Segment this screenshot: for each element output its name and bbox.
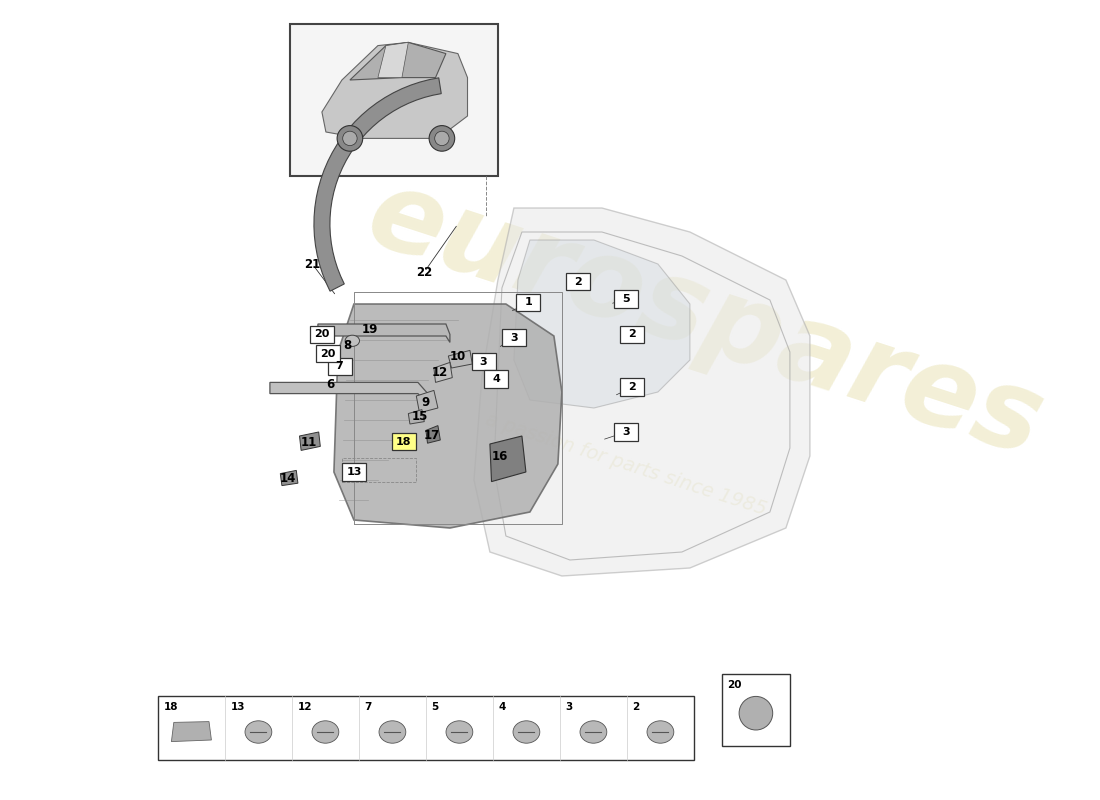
Text: 16: 16 — [492, 450, 508, 462]
Polygon shape — [318, 324, 450, 342]
Bar — [516, 294, 540, 311]
Text: 3: 3 — [510, 333, 518, 342]
Polygon shape — [270, 382, 430, 406]
Ellipse shape — [434, 131, 449, 146]
Bar — [484, 370, 508, 388]
Polygon shape — [514, 240, 690, 408]
Bar — [328, 358, 352, 375]
Polygon shape — [322, 42, 468, 138]
Text: 2: 2 — [632, 702, 640, 712]
Text: 2: 2 — [574, 277, 582, 286]
Bar — [614, 290, 638, 308]
Ellipse shape — [513, 721, 540, 743]
Text: 10: 10 — [450, 350, 466, 363]
Text: 5: 5 — [623, 294, 629, 304]
Bar — [317, 345, 340, 362]
Text: 3: 3 — [480, 357, 487, 366]
Ellipse shape — [312, 721, 339, 743]
Ellipse shape — [580, 721, 607, 743]
Text: 17: 17 — [425, 429, 440, 442]
Text: 11: 11 — [301, 436, 317, 449]
Text: 2: 2 — [628, 382, 636, 392]
Ellipse shape — [337, 126, 363, 151]
Bar — [342, 463, 366, 481]
Text: 15: 15 — [411, 410, 428, 422]
Bar — [310, 326, 334, 343]
Bar — [565, 273, 590, 290]
Text: 20: 20 — [727, 680, 742, 690]
Polygon shape — [280, 470, 298, 486]
Text: 9: 9 — [421, 396, 430, 409]
Text: 7: 7 — [364, 702, 372, 712]
Polygon shape — [378, 42, 408, 78]
Text: 8: 8 — [343, 339, 352, 352]
Bar — [722, 674, 790, 746]
Polygon shape — [299, 432, 320, 450]
Text: 3: 3 — [565, 702, 573, 712]
Text: 20: 20 — [320, 349, 336, 358]
Ellipse shape — [429, 126, 454, 151]
Ellipse shape — [343, 131, 358, 146]
Polygon shape — [334, 304, 562, 528]
Bar — [614, 423, 638, 441]
Text: a passion for parts since 1985: a passion for parts since 1985 — [483, 410, 769, 518]
Polygon shape — [408, 410, 425, 424]
Text: 2: 2 — [628, 330, 636, 339]
Text: 13: 13 — [346, 467, 362, 477]
Bar — [158, 696, 694, 760]
Polygon shape — [490, 436, 526, 482]
Polygon shape — [416, 390, 438, 413]
Text: 7: 7 — [336, 362, 343, 371]
Bar — [502, 329, 526, 346]
Ellipse shape — [345, 335, 360, 346]
Polygon shape — [350, 42, 446, 80]
Bar — [620, 378, 645, 396]
Text: 13: 13 — [231, 702, 245, 712]
Text: 4: 4 — [498, 702, 506, 712]
Bar — [290, 24, 498, 176]
Text: 19: 19 — [362, 323, 378, 336]
Text: 12: 12 — [432, 366, 449, 379]
Text: 20: 20 — [315, 330, 330, 339]
Text: 14: 14 — [280, 472, 297, 485]
Polygon shape — [314, 78, 441, 291]
Text: 4: 4 — [493, 374, 500, 384]
Polygon shape — [426, 426, 440, 443]
Text: 12: 12 — [297, 702, 312, 712]
Text: 6: 6 — [326, 378, 334, 390]
Text: 18: 18 — [164, 702, 178, 712]
Bar — [472, 353, 495, 370]
Ellipse shape — [647, 721, 674, 743]
Ellipse shape — [739, 696, 772, 730]
Text: 1: 1 — [525, 298, 532, 307]
Text: eurospares: eurospares — [355, 161, 1056, 479]
Ellipse shape — [446, 721, 473, 743]
Polygon shape — [433, 362, 452, 382]
Ellipse shape — [245, 721, 272, 743]
Text: 3: 3 — [623, 427, 629, 437]
Text: 22: 22 — [416, 266, 432, 278]
Text: 21: 21 — [305, 258, 320, 270]
Polygon shape — [172, 722, 211, 742]
Text: 18: 18 — [396, 437, 411, 446]
Bar — [620, 326, 645, 343]
Ellipse shape — [379, 721, 406, 743]
Polygon shape — [474, 208, 810, 576]
Polygon shape — [449, 350, 472, 368]
Bar — [392, 433, 416, 450]
Text: 5: 5 — [431, 702, 439, 712]
